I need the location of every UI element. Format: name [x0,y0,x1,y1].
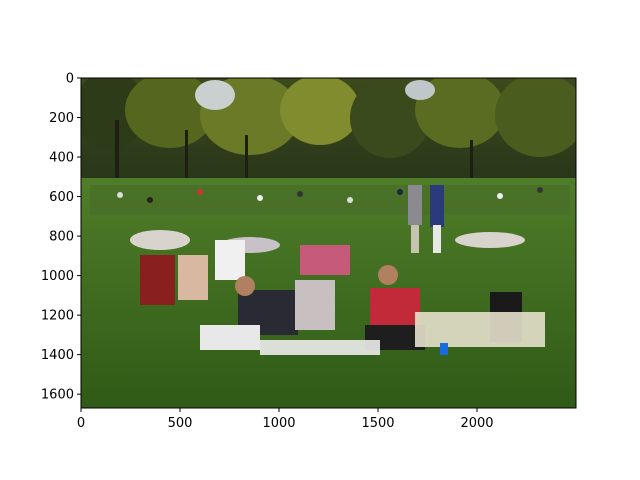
y-tick-label: 400 [49,151,74,166]
y-tick-label: 600 [49,190,74,205]
axes-frame [80,77,577,409]
crowd [90,185,570,355]
y-tick-label: 200 [49,111,74,126]
y-tick-label: 1000 [41,269,74,284]
x-tick-label: 2000 [460,416,493,431]
y-tick-label: 0 [66,72,74,87]
y-axis-ticks: 0 200 400 600 800 1000 1200 1400 1600 [41,72,81,403]
y-tick-label: 800 [49,230,74,245]
y-tick-label: 1600 [41,388,74,403]
x-tick-label: 1000 [262,416,295,431]
y-tick-label: 1200 [41,309,74,324]
tree-canopy [81,78,576,185]
x-tick-label: 500 [168,416,193,431]
y-tick-label: 1400 [41,348,74,363]
x-axis-ticks: 0 500 1000 1500 2000 [77,408,494,431]
x-tick-label: 0 [77,416,85,431]
photo-image [81,78,576,408]
x-tick-label: 1500 [361,416,394,431]
